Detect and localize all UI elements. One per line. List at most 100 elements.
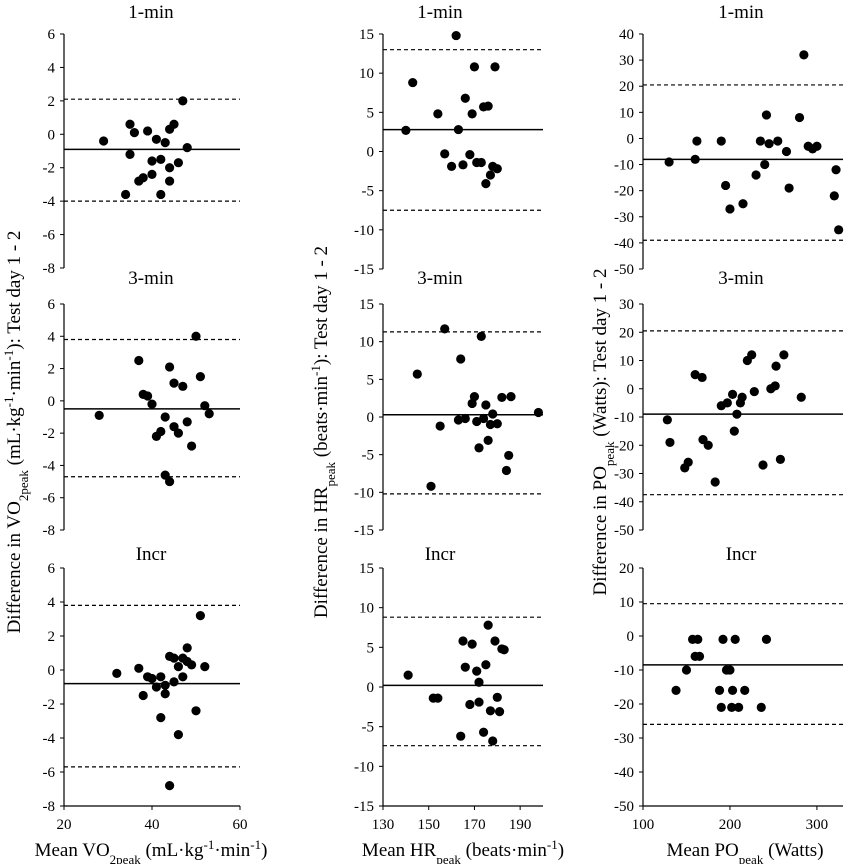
data-point	[156, 189, 166, 200]
panel-1: 1-min 6 4 2 0 -2 -4 -6 -8	[43, 2, 240, 277]
x-axis-title-vo2: Mean VO2peak (mL·kg-1·min-1)	[35, 837, 268, 864]
y-tick-label: 30	[619, 297, 634, 313]
data-point	[729, 426, 739, 436]
data-point	[165, 781, 175, 791]
data-point	[494, 706, 505, 717]
y-tick-label: 10	[359, 66, 374, 82]
data-point	[182, 643, 192, 653]
data-point	[134, 663, 144, 673]
data-point	[151, 134, 161, 144]
panel-title: 1-min	[417, 2, 463, 23]
y-tick-label: -30	[614, 210, 634, 226]
data-point	[440, 324, 450, 334]
data-point	[692, 136, 702, 146]
data-point	[727, 702, 737, 713]
data-point	[488, 736, 498, 746]
y-tick-label: -5	[362, 448, 375, 464]
y-tick-label: -10	[354, 759, 374, 775]
data-point	[460, 662, 470, 672]
data-point	[465, 699, 475, 710]
data-point	[408, 77, 418, 88]
data-point	[125, 119, 135, 129]
data-point	[178, 672, 188, 682]
data-point	[129, 128, 139, 138]
data-point	[533, 407, 544, 418]
y-tick-label: -40	[614, 236, 634, 252]
data-point	[147, 399, 157, 409]
y-tick-label: -2	[43, 161, 56, 177]
y-tick-label: 4	[48, 595, 56, 611]
data-point	[722, 398, 732, 408]
data-point	[758, 460, 768, 470]
x-tick-label: 190	[509, 817, 532, 833]
data-point	[481, 400, 491, 410]
y-tick-label: -5	[362, 720, 375, 736]
data-point	[784, 183, 794, 193]
data-point	[433, 693, 443, 703]
data-point	[751, 170, 761, 180]
data-point	[662, 415, 672, 425]
y-tick-label: -20	[614, 438, 634, 454]
data-point	[467, 639, 477, 649]
data-point	[732, 409, 742, 419]
data-point	[412, 369, 422, 379]
y-tick-label: -40	[614, 495, 634, 511]
y-tick-label: 5	[367, 105, 375, 121]
data-point	[173, 662, 183, 672]
panel-title: Incr	[726, 544, 757, 565]
data-point	[506, 392, 516, 402]
data-point	[472, 666, 482, 676]
y-tick-label: -6	[43, 491, 56, 507]
y-tick-label: -4	[43, 194, 56, 210]
data-point	[182, 417, 192, 427]
y-tick-label: -15	[354, 523, 374, 539]
y-tick-label: 15	[359, 297, 374, 313]
data-point	[694, 651, 705, 662]
data-point	[125, 149, 135, 159]
y-tick-label: 30	[619, 53, 634, 69]
data-point	[755, 136, 765, 146]
data-point	[760, 159, 770, 170]
data-point	[426, 481, 436, 491]
data-point	[773, 136, 783, 146]
data-point	[143, 391, 153, 401]
data-point	[716, 136, 726, 146]
x-tick-label: 40	[145, 817, 160, 833]
y-tick-label: 6	[48, 561, 56, 577]
data-point	[435, 421, 445, 431]
data-point	[761, 634, 772, 645]
data-point	[187, 660, 197, 670]
data-point	[147, 169, 157, 179]
data-point	[730, 634, 740, 645]
data-point	[716, 702, 726, 713]
data-point	[173, 428, 183, 438]
data-point	[474, 443, 484, 453]
x-tick-label: 200	[719, 817, 742, 833]
panel-title: Incr	[425, 544, 456, 565]
data-point	[469, 392, 480, 402]
data-point	[182, 143, 192, 153]
y-tick-label: -50	[614, 523, 634, 539]
data-point	[761, 110, 772, 120]
y-tick-label: -4	[43, 458, 56, 474]
data-point	[492, 419, 502, 429]
data-point	[483, 620, 493, 630]
y-tick-label: 6	[48, 297, 56, 313]
y-tick-label: -4	[43, 731, 56, 747]
y-tick-label: 0	[48, 127, 56, 143]
data-point	[458, 636, 468, 646]
data-point	[151, 682, 161, 692]
data-point	[458, 160, 468, 170]
data-point	[721, 180, 731, 191]
panel-title: Incr	[136, 544, 167, 565]
y-tick-label: -2	[43, 426, 56, 442]
y-tick-label: -20	[614, 184, 634, 200]
data-point	[794, 112, 805, 123]
data-point	[401, 125, 411, 135]
y-tick-label: -50	[614, 262, 634, 278]
data-point	[775, 454, 785, 464]
y-axis-title-vo2: Difference in VO2peak (mL·kg-1·min-1): T…	[1, 231, 31, 634]
data-point	[156, 154, 166, 164]
y-tick-label: -20	[614, 697, 634, 713]
x-axis-title-po: Mean POpeak (Watts)	[666, 840, 823, 864]
